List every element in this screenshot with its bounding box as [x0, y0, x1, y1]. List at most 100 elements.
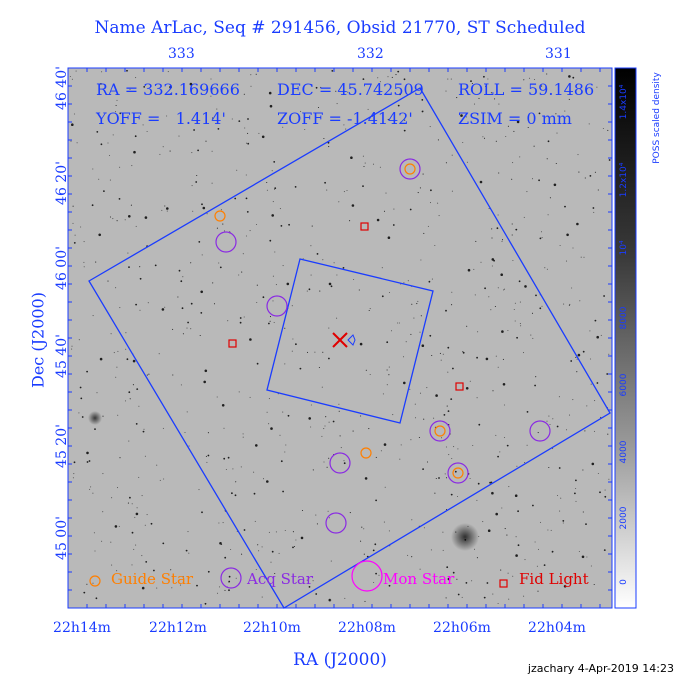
background-star	[98, 233, 101, 237]
background-star	[460, 91, 462, 93]
background-star	[266, 411, 268, 413]
background-star	[343, 124, 345, 126]
background-star	[328, 282, 332, 286]
background-star	[469, 477, 471, 480]
footer-credit: jzachary 4-Apr-2019 14:23	[527, 662, 674, 675]
background-star	[139, 266, 141, 268]
background-star	[388, 291, 391, 294]
background-star	[388, 584, 391, 587]
dec-tick: 45 00'	[54, 516, 70, 560]
background-star	[189, 82, 193, 86]
background-star	[308, 417, 312, 420]
background-star	[547, 529, 549, 531]
background-star	[216, 396, 218, 398]
background-star	[306, 290, 308, 292]
background-star	[156, 464, 158, 466]
background-star	[548, 415, 550, 417]
background-star	[225, 468, 227, 471]
colorbar-label: POSS scaled density	[652, 72, 662, 164]
background-star	[558, 467, 561, 469]
background-star	[323, 461, 325, 463]
background-star	[483, 75, 485, 78]
background-star	[136, 388, 139, 390]
background-star	[562, 520, 565, 522]
background-star	[308, 586, 311, 588]
background-star	[553, 183, 557, 187]
background-star	[445, 508, 448, 511]
background-star	[450, 78, 452, 80]
background-star	[349, 512, 351, 514]
background-star	[512, 259, 514, 262]
background-star	[501, 239, 504, 241]
background-star	[134, 135, 137, 138]
background-star	[606, 373, 609, 375]
background-star	[516, 120, 520, 124]
background-star	[79, 386, 82, 389]
background-star	[405, 341, 407, 343]
background-star	[528, 77, 531, 79]
background-star	[102, 511, 104, 513]
background-star	[95, 261, 97, 263]
background-star	[287, 414, 290, 417]
background-star	[222, 522, 224, 524]
acq-star	[215, 231, 237, 253]
background-star	[339, 435, 341, 437]
background-star	[328, 327, 330, 329]
fid-light	[455, 382, 464, 391]
background-star	[80, 397, 83, 400]
background-star	[244, 127, 246, 129]
background-star	[527, 126, 529, 129]
background-star	[581, 555, 585, 559]
background-star	[582, 511, 584, 513]
background-star	[255, 568, 257, 571]
background-star	[324, 425, 326, 427]
acq-star	[529, 420, 551, 442]
dec-tick: 45 20'	[54, 424, 70, 468]
background-star	[223, 427, 225, 429]
background-star	[338, 410, 340, 412]
background-star	[231, 492, 233, 495]
background-star	[364, 600, 366, 602]
background-star	[397, 70, 400, 73]
background-star	[336, 317, 338, 319]
field-of-view-outline	[88, 87, 611, 609]
background-star	[454, 470, 457, 473]
background-star	[201, 254, 203, 256]
background-star	[70, 140, 72, 142]
background-star	[570, 360, 573, 362]
guide-star	[434, 425, 446, 437]
background-star	[383, 210, 386, 212]
background-star	[358, 289, 360, 291]
background-star	[399, 93, 401, 96]
background-star	[575, 500, 577, 502]
background-star	[556, 132, 558, 134]
background-star	[86, 451, 89, 455]
background-star	[607, 433, 609, 435]
background-star	[478, 423, 481, 426]
background-star	[182, 276, 184, 278]
background-star	[328, 457, 330, 459]
background-star	[451, 457, 453, 460]
zsim-readout: ZSIM = 0 mm	[458, 109, 572, 128]
background-star	[451, 190, 453, 192]
background-star	[568, 98, 570, 100]
background-star	[589, 330, 591, 332]
background-star	[563, 585, 567, 588]
background-star	[86, 461, 89, 463]
pointing-diamond	[347, 334, 356, 346]
background-star	[158, 353, 160, 355]
background-star	[445, 446, 448, 448]
background-star	[228, 575, 231, 578]
background-star	[420, 315, 422, 317]
background-star	[78, 339, 80, 341]
background-star	[514, 494, 518, 498]
background-star	[471, 580, 473, 582]
background-star	[381, 295, 384, 298]
background-star	[201, 203, 203, 206]
background-star	[292, 546, 294, 549]
background-star	[274, 251, 276, 253]
background-star	[485, 357, 489, 361]
background-star	[182, 333, 184, 335]
background-star	[519, 156, 521, 158]
background-star	[216, 108, 218, 110]
